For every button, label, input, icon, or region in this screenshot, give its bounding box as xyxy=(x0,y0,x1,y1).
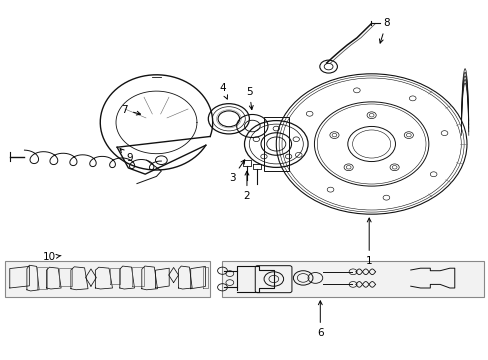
FancyBboxPatch shape xyxy=(5,261,210,297)
Text: 6: 6 xyxy=(316,301,323,338)
FancyBboxPatch shape xyxy=(255,266,291,293)
FancyBboxPatch shape xyxy=(222,261,483,297)
Text: 3: 3 xyxy=(228,160,244,183)
Text: 4: 4 xyxy=(219,83,227,99)
Text: 9: 9 xyxy=(120,149,133,163)
Text: 5: 5 xyxy=(245,87,253,109)
Text: 8: 8 xyxy=(379,18,389,43)
Text: 1: 1 xyxy=(365,218,372,266)
Text: 2: 2 xyxy=(243,171,250,201)
Text: 7: 7 xyxy=(121,105,140,115)
Text: 10: 10 xyxy=(42,252,61,262)
